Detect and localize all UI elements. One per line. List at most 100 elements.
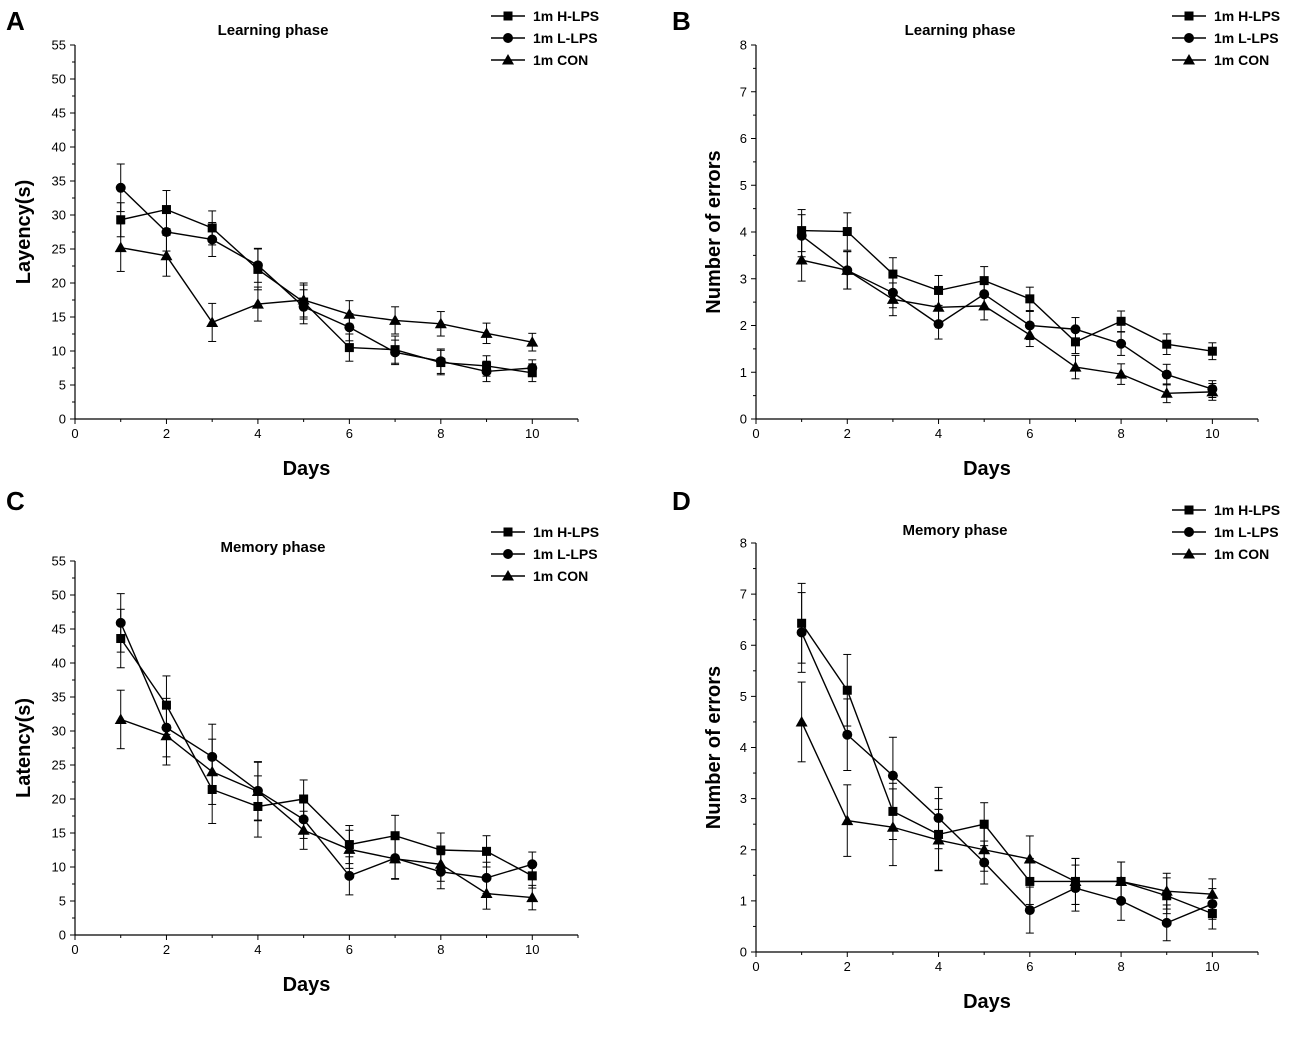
- x-tick-label: 10: [1205, 426, 1219, 441]
- panel-title: Learning phase: [218, 22, 329, 39]
- series-line: [801, 721, 1213, 895]
- y-tick-label: 25: [52, 758, 66, 773]
- data-point: [1160, 885, 1173, 896]
- y-tick-label: 20: [52, 792, 66, 807]
- series-1m-con: [114, 223, 539, 352]
- x-tick-label: 0: [752, 426, 759, 441]
- legend: 1m H-LPS 1m L-LPS 1m CON: [1172, 8, 1280, 68]
- y-axis-label: Number of errors: [703, 666, 725, 829]
- data-point: [160, 249, 173, 261]
- data-point: [115, 182, 126, 193]
- y-tick-label: 6: [740, 131, 747, 146]
- y-tick-label: 3: [740, 791, 747, 806]
- data-point: [1207, 346, 1217, 356]
- data-point: [527, 859, 538, 870]
- legend-label: 1m CON: [1214, 546, 1269, 562]
- y-tick-label: 40: [52, 656, 66, 671]
- y-tick-label: 15: [52, 826, 66, 841]
- y-tick-label: 1: [740, 365, 747, 380]
- x-tick-label: 6: [346, 942, 353, 957]
- y-tick-label: 0: [740, 945, 747, 960]
- data-point: [114, 241, 127, 253]
- x-tick-label: 8: [1117, 426, 1124, 441]
- x-axis-label: Days: [283, 458, 331, 480]
- y-tick-label: 50: [52, 72, 66, 87]
- data-point: [795, 715, 808, 727]
- data-point: [1069, 361, 1082, 372]
- x-axis-label: Days: [963, 458, 1011, 480]
- data-point: [978, 843, 991, 855]
- data-point: [1070, 324, 1081, 335]
- y-tick-label: 6: [740, 638, 747, 653]
- series-line: [801, 229, 1213, 352]
- data-point: [207, 234, 218, 245]
- data-point: [251, 298, 264, 309]
- data-point: [796, 627, 807, 638]
- y-tick-label: 50: [52, 588, 66, 603]
- y-tick-label: 7: [740, 84, 747, 99]
- data-point: [161, 227, 172, 237]
- x-axis-label: Days: [283, 974, 331, 996]
- legend-label: 1m H-LPS: [533, 524, 599, 540]
- series-line: [800, 632, 1213, 924]
- data-point: [932, 834, 945, 845]
- legend-marker: [503, 549, 513, 559]
- data-point: [526, 891, 539, 903]
- data-point: [344, 870, 355, 881]
- series-line: [120, 246, 533, 343]
- y-tick-label: 5: [740, 689, 747, 704]
- x-tick-label: 4: [935, 959, 942, 974]
- x-tick-label: 0: [752, 959, 759, 974]
- series-line: [120, 622, 533, 879]
- data-point: [297, 824, 310, 835]
- legend-label: 1m H-LPS: [1214, 8, 1280, 24]
- y-tick-label: 4: [740, 225, 747, 240]
- y-tick-label: 15: [52, 310, 66, 325]
- data-point: [842, 729, 853, 740]
- series-line: [120, 208, 533, 374]
- series-line: [801, 235, 1213, 390]
- data-point: [1023, 852, 1036, 864]
- series-1m-con: [795, 238, 1219, 404]
- y-tick-label: 2: [740, 842, 747, 857]
- data-point: [206, 765, 219, 777]
- panel-d: D 0 1 2 3 4 5 6 7 8 0 2 4 6 8 10 Days Number of errors Mem…: [672, 486, 1280, 1013]
- legend-marker: [503, 33, 513, 43]
- data-point: [841, 264, 854, 275]
- panel-letter: C: [6, 486, 25, 516]
- panel-c: C 0 5 10 15 20 25 30 35 40 45 50 55 0 2 4 6 8 10 Days Latenc…: [6, 486, 599, 996]
- data-point: [343, 308, 356, 319]
- series-line: [120, 638, 533, 877]
- data-point: [251, 785, 264, 797]
- legend-label: 1m CON: [533, 52, 588, 68]
- y-axis-label: Latency(s): [13, 698, 35, 798]
- data-point: [299, 794, 309, 804]
- legend-marker: [502, 570, 514, 581]
- series-line: [801, 259, 1213, 394]
- panel-b: B 0 1 2 3 4 5 6 7 8 0 2 4 6 8 10 Days Number of errors Lea…: [672, 6, 1280, 480]
- data-point: [206, 316, 219, 327]
- y-tick-label: 10: [52, 860, 66, 875]
- legend-label: 1m CON: [1214, 52, 1269, 68]
- x-axis-label: Days: [963, 991, 1011, 1013]
- data-point: [343, 843, 356, 854]
- y-tick-label: 20: [52, 276, 66, 291]
- legend-marker: [502, 54, 514, 65]
- legend-label: 1m CON: [533, 568, 588, 584]
- y-tick-label: 4: [740, 740, 747, 755]
- data-point: [1025, 294, 1035, 304]
- x-tick-label: 10: [1205, 959, 1219, 974]
- data-point: [1161, 917, 1172, 928]
- y-tick-label: 30: [52, 724, 66, 739]
- legend: 1m H-LPS 1m L-LPS 1m CON: [491, 524, 599, 584]
- legend-label: 1m H-LPS: [1214, 502, 1280, 518]
- x-tick-label: 6: [1026, 959, 1033, 974]
- data-point: [1024, 905, 1035, 916]
- data-point: [979, 819, 989, 829]
- y-tick-label: 35: [52, 174, 66, 189]
- series-line: [801, 622, 1213, 915]
- legend-marker: [1183, 54, 1195, 65]
- data-point: [115, 617, 126, 628]
- data-point: [842, 227, 852, 237]
- x-tick-label: 6: [346, 426, 353, 441]
